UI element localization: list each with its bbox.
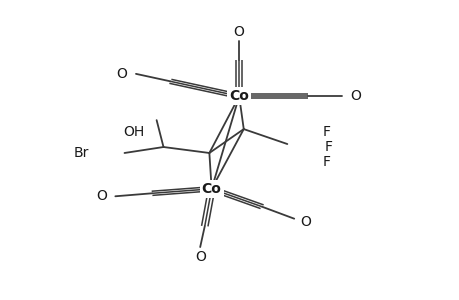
Text: OH: OH xyxy=(123,125,144,139)
Text: O: O xyxy=(96,189,107,203)
Text: F: F xyxy=(322,125,330,139)
Text: Co: Co xyxy=(202,182,221,196)
Text: F: F xyxy=(324,140,332,154)
Text: Co: Co xyxy=(229,89,249,103)
Text: O: O xyxy=(116,67,127,81)
Text: O: O xyxy=(350,89,361,103)
Text: O: O xyxy=(233,25,244,39)
Text: O: O xyxy=(300,215,310,229)
Text: F: F xyxy=(322,155,330,169)
Text: Br: Br xyxy=(73,146,89,160)
Text: O: O xyxy=(194,250,205,264)
